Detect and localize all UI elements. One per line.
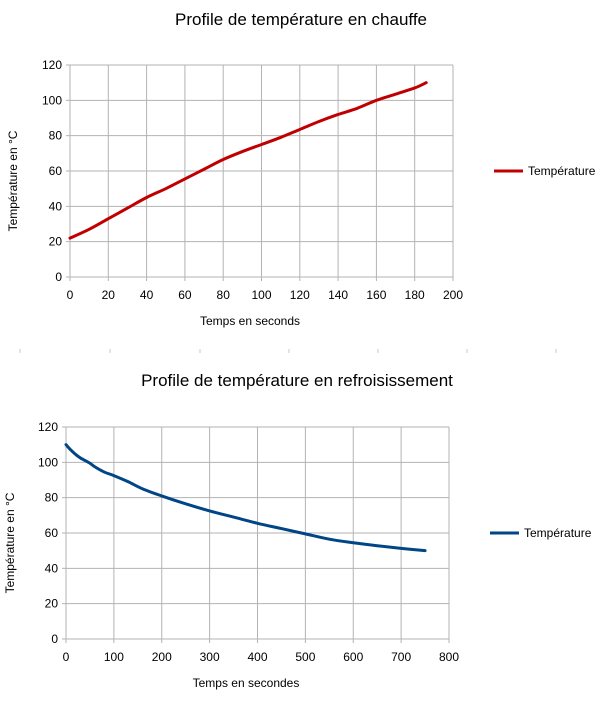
y-tick-label: 80	[45, 491, 59, 505]
y-tick-label: 0	[55, 270, 62, 284]
x-tick-label: 200	[443, 288, 463, 302]
y-tick-label: 60	[49, 164, 63, 178]
y-tick-label: 120	[38, 420, 58, 434]
x-tick-label: 200	[152, 650, 172, 664]
y-tick-label: 100	[38, 455, 58, 469]
y-tick-label: 40	[45, 561, 59, 575]
legend-label: Température	[528, 164, 596, 178]
x-tick-label: 700	[391, 650, 411, 664]
x-tick-label: 160	[366, 288, 386, 302]
chart-title: Profile de température en refroisissemen…	[141, 371, 453, 390]
chart-title: Profile de température en chauffe	[175, 10, 427, 29]
x-axis-label: Temps en seconds	[200, 314, 300, 328]
x-tick-label: 800	[439, 650, 459, 664]
temperature-series-line	[64, 443, 427, 553]
x-tick-label: 140	[328, 288, 348, 302]
y-tick-label: 120	[42, 58, 62, 72]
x-axis-label: Temps en secondes	[193, 676, 300, 690]
heating-chart: Profile de température en chauffe 0 20 40 6…	[6, 10, 596, 328]
y-tick-label: 60	[45, 526, 59, 540]
x-tick-label: 80	[217, 288, 231, 302]
x-tick-label: 400	[247, 650, 267, 664]
y-axis-label: Température en °C	[6, 130, 20, 231]
tick-labels: 0 20 40 60 80 100 120 0 20 40 60 80 100 120 140 160 180 2…	[42, 58, 463, 302]
legend-label: Température	[524, 526, 592, 540]
x-tick-label: 40	[140, 288, 154, 302]
grid	[66, 64, 454, 281]
x-tick-label: 20	[102, 288, 116, 302]
tick-labels: 0 20 40 60 80 100 120 0 100 200 300 400 500 600 700 800	[38, 420, 459, 664]
series-lines	[64, 443, 427, 553]
x-tick-label: 180	[405, 288, 425, 302]
x-tick-label: 100	[104, 650, 124, 664]
temperature-series-line	[68, 81, 428, 240]
x-tick-label: 100	[251, 288, 271, 302]
y-tick-label: 100	[42, 93, 62, 107]
cooling-chart: Profile de température en refroisissemen…	[3, 371, 592, 690]
y-tick-label: 20	[45, 597, 59, 611]
y-tick-label: 80	[49, 129, 63, 143]
x-tick-label: 120	[290, 288, 310, 302]
x-tick-label: 0	[63, 650, 70, 664]
series-lines	[68, 81, 428, 240]
x-tick-label: 300	[200, 650, 220, 664]
y-tick-label: 20	[49, 235, 63, 249]
y-tick-label: 40	[49, 199, 63, 213]
x-tick-label: 600	[343, 650, 363, 664]
x-tick-label: 500	[295, 650, 315, 664]
grid	[62, 426, 450, 643]
x-tick-label: 0	[67, 288, 74, 302]
legend: Température	[494, 164, 596, 178]
x-tick-label: 60	[178, 288, 192, 302]
separator	[19, 349, 557, 353]
y-tick-label: 0	[51, 632, 58, 646]
y-axis-label: Température en °C	[3, 492, 17, 593]
legend: Température	[490, 526, 592, 540]
